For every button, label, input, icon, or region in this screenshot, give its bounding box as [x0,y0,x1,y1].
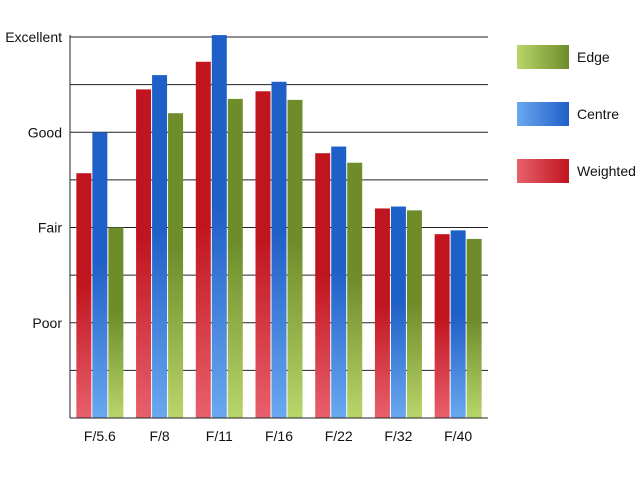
x-tick-label: F/22 [325,428,353,444]
legend-label-centre: Centre [577,106,619,122]
x-tick-label: F/16 [265,428,293,444]
bars [76,35,482,419]
bar-edge-f8 [168,113,184,418]
x-tick-label: F/11 [206,428,233,444]
bar-weighted-f56 [76,173,92,418]
y-tick-label: Poor [32,315,62,331]
bar-centre-f56 [92,132,108,418]
bar-weighted-f8 [136,89,152,418]
legend-swatch-weighted [517,159,569,183]
legend-label-weighted: Weighted [577,163,636,179]
legend-swatch-centre [517,102,569,126]
axes [69,35,488,419]
bar-centre-f32 [390,206,406,418]
bar-edge-f11 [227,98,243,418]
x-tick-label: F/8 [149,428,169,444]
y-tick-labels: Poor Fair Good Excellent [5,29,62,331]
legend-label-edge: Edge [577,49,610,65]
legend-swatch-edge [517,45,569,69]
x-tick-label: F/5.6 [84,428,116,444]
legend: Edge Centre Weighted [517,45,636,183]
bar-weighted-f16 [255,91,271,418]
bar-weighted-f32 [374,208,390,418]
x-tick-label: F/40 [444,428,472,444]
bar-centre-f16 [271,81,287,418]
bar-edge-f32 [406,210,422,418]
bar-weighted-f40 [434,234,450,418]
bar-centre-f11 [211,35,227,418]
bar-weighted-f22 [315,153,331,418]
bar-weighted-f11 [195,61,211,418]
y-tick-label: Excellent [5,29,62,45]
bar-centre-f22 [331,146,347,418]
bar-edge-f16 [287,99,303,419]
bar-edge-f40 [466,238,482,418]
y-tick-label: Good [28,124,62,140]
bar-edge-f22 [347,162,363,418]
bar-edge-f56 [108,227,124,418]
x-tick-labels: F/5.6 F/8 F/11 F/16 F/22 F/32 F/40 [84,428,472,444]
bar-centre-f8 [152,75,168,418]
x-tick-label: F/32 [384,428,412,444]
bar-centre-f40 [450,230,466,418]
y-tick-label: Fair [38,220,62,236]
